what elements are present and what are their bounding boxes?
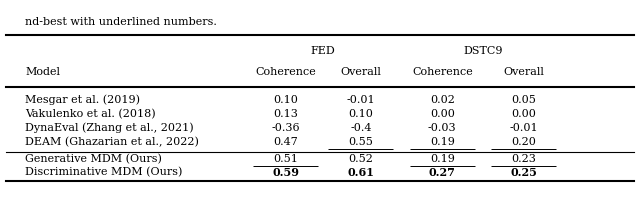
Text: 0.52: 0.52 (348, 154, 373, 164)
Text: Mesgar et al. (2019): Mesgar et al. (2019) (25, 95, 140, 105)
Text: -0.36: -0.36 (271, 123, 300, 133)
Text: Overall: Overall (504, 67, 544, 77)
Text: 0.27: 0.27 (429, 167, 456, 178)
Text: 0.59: 0.59 (272, 167, 299, 178)
Text: -0.01: -0.01 (346, 95, 375, 105)
Text: 0.19: 0.19 (430, 154, 455, 164)
Text: 0.13: 0.13 (273, 109, 298, 119)
Text: Vakulenko et al. (2018): Vakulenko et al. (2018) (25, 109, 156, 119)
Text: 0.47: 0.47 (273, 138, 298, 147)
Text: Model: Model (25, 67, 60, 77)
Text: 0.10: 0.10 (348, 109, 373, 119)
Text: 0.00: 0.00 (511, 109, 536, 119)
Text: -0.4: -0.4 (350, 123, 371, 133)
Text: 0.20: 0.20 (511, 138, 536, 147)
Text: 0.23: 0.23 (511, 154, 536, 164)
Text: DSTC9: DSTC9 (463, 46, 503, 56)
Text: Generative MDM (Ours): Generative MDM (Ours) (25, 154, 162, 165)
Text: Coherence: Coherence (255, 67, 316, 77)
Text: 0.25: 0.25 (511, 167, 537, 178)
Text: DEAM (Ghazarian et al., 2022): DEAM (Ghazarian et al., 2022) (25, 137, 199, 148)
Text: 0.19: 0.19 (430, 138, 455, 147)
Text: Overall: Overall (340, 67, 381, 77)
Text: 0.00: 0.00 (430, 109, 455, 119)
Text: 0.10: 0.10 (273, 95, 298, 105)
Text: Discriminative MDM (Ours): Discriminative MDM (Ours) (25, 167, 182, 178)
Text: Coherence: Coherence (412, 67, 473, 77)
Text: 0.05: 0.05 (511, 95, 536, 105)
Text: 0.51: 0.51 (273, 154, 298, 164)
Text: -0.03: -0.03 (428, 123, 456, 133)
Text: 0.55: 0.55 (348, 138, 373, 147)
Text: nd-best with underlined numbers.: nd-best with underlined numbers. (25, 16, 217, 27)
Text: 0.61: 0.61 (348, 167, 374, 178)
Text: DynaEval (Zhang et al., 2021): DynaEval (Zhang et al., 2021) (25, 123, 194, 133)
Text: -0.01: -0.01 (509, 123, 538, 133)
Text: FED: FED (311, 46, 335, 56)
Text: 0.02: 0.02 (430, 95, 455, 105)
